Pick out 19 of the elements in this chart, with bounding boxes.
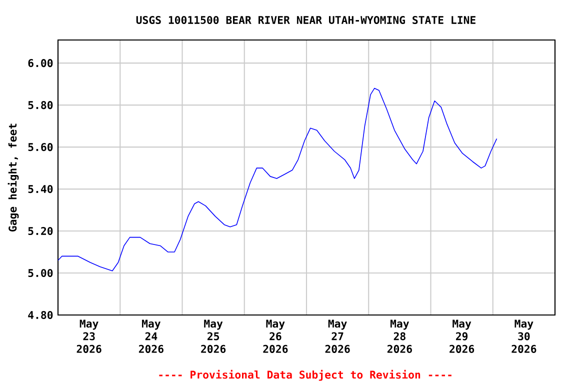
y-tick-label: 5.80 bbox=[28, 101, 53, 110]
y-axis-title: Gage height, feet bbox=[8, 124, 19, 232]
x-tick-label: May 25 2026 bbox=[201, 320, 226, 353]
text: ---- Provisional Data Subject to Revision ---- bbox=[159, 370, 452, 381]
x-tick-label: May 26 2026 bbox=[263, 320, 288, 353]
x-tick-label: May 29 2026 bbox=[450, 320, 474, 353]
x-tick-label: May 28 2026 bbox=[387, 320, 412, 353]
x-tick-label: May 23 2026 bbox=[76, 320, 102, 353]
chart-title: USGS 10011500 BEAR RIVER NEAR UTAH-WYOMING STATE LINE bbox=[136, 16, 476, 24]
y-tick-label: 5.20 bbox=[28, 226, 53, 236]
x-tick-label: May 24 2026 bbox=[138, 320, 164, 353]
x-tick-label: May 27 2026 bbox=[325, 320, 350, 353]
y-tick-label: 4.80 bbox=[28, 310, 53, 320]
line-series bbox=[58, 88, 498, 272]
x-tick-label: May 30 2026 bbox=[512, 320, 536, 353]
y-tick-label: 5.00 bbox=[28, 268, 53, 278]
y-tick-label: 5.40 bbox=[28, 184, 53, 194]
y-tick-label: 5.60 bbox=[28, 143, 53, 152]
y-tick-label: 6.00 bbox=[28, 59, 53, 68]
